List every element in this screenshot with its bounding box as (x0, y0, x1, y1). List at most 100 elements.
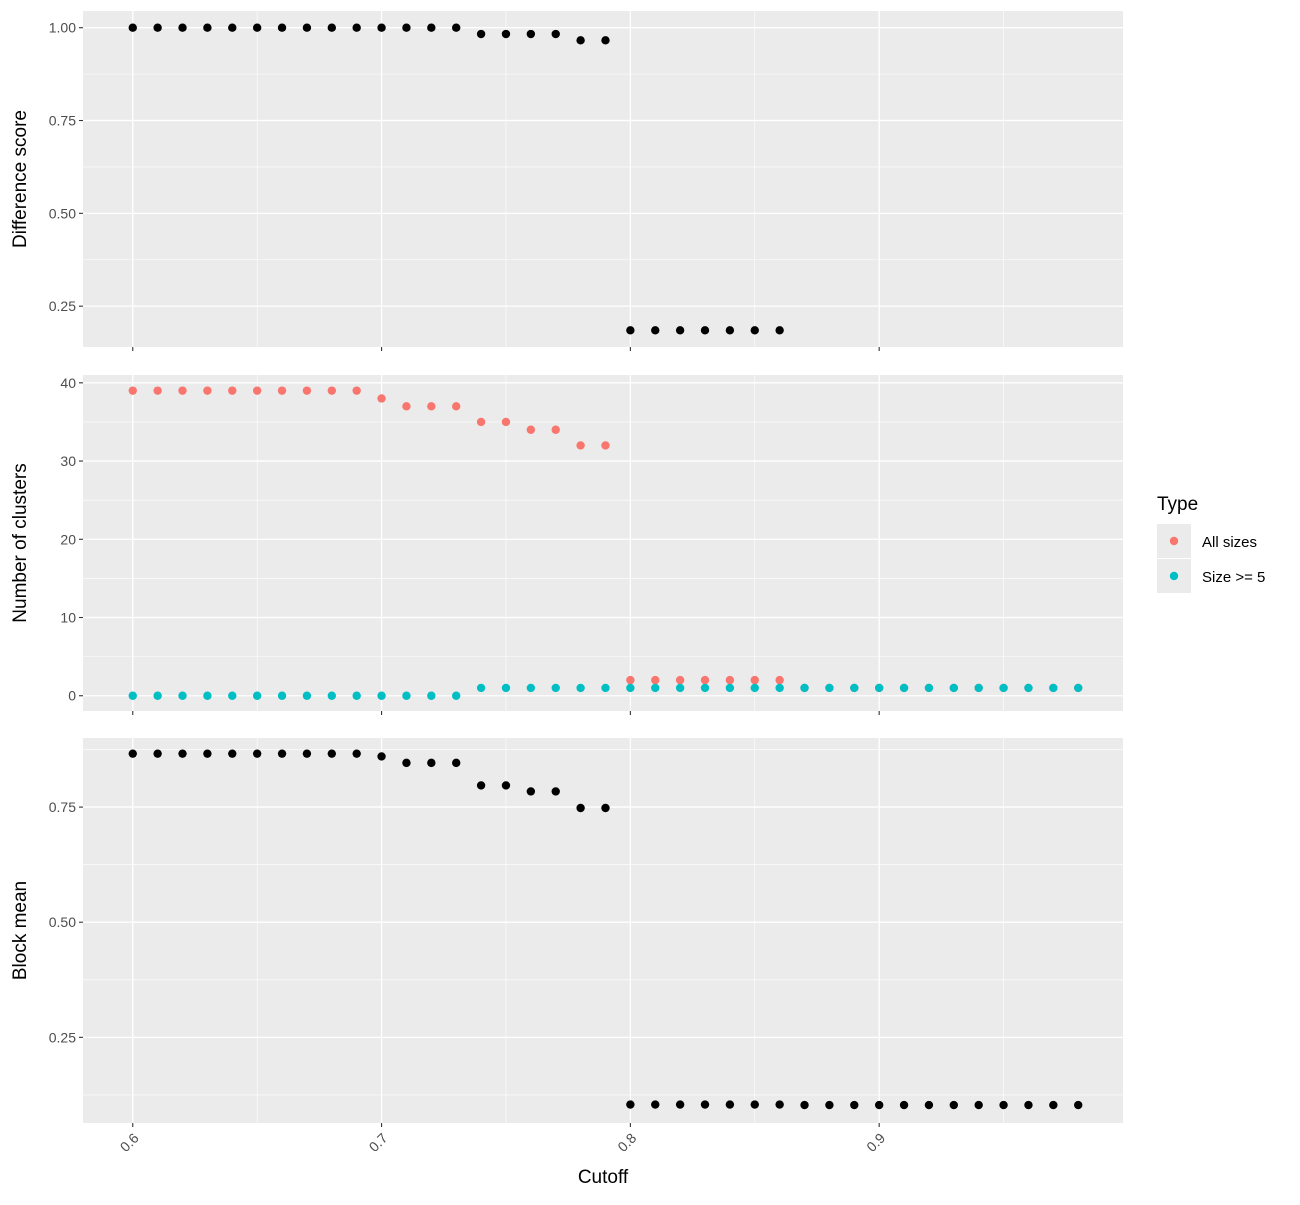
data-point (775, 683, 784, 693)
data-point (551, 29, 560, 39)
data-point (700, 683, 710, 693)
data-point (775, 1100, 784, 1109)
data-point (402, 402, 411, 411)
data-point (651, 326, 660, 335)
data-point (203, 749, 212, 758)
data-point (228, 386, 237, 395)
data-point (750, 683, 759, 693)
data-point (551, 787, 560, 796)
data-point (526, 29, 536, 39)
data-point (949, 1100, 959, 1110)
y-tick-label: 0 (68, 688, 76, 704)
panels-layer: 0.25 0.50 0.75 1.00 Difference score 0 10 20 30 4… (10, 11, 1123, 1155)
panel-background-block-mean (83, 738, 1123, 1123)
legend-key-all-sizes (1169, 536, 1179, 546)
data-point (153, 749, 162, 758)
data-point (452, 758, 461, 768)
series-number-of-clusters-1 (128, 683, 1083, 700)
data-point (476, 417, 486, 427)
data-point (725, 326, 735, 335)
data-point (1074, 683, 1083, 693)
data-point (974, 1100, 983, 1110)
data-point (526, 683, 536, 693)
data-point (675, 683, 685, 693)
data-point (377, 691, 386, 700)
data-point (327, 691, 337, 700)
data-point (626, 675, 635, 685)
data-point (252, 23, 262, 32)
data-point (1074, 1100, 1083, 1110)
data-point (178, 749, 187, 758)
data-point (601, 683, 610, 693)
data-point (626, 1100, 635, 1109)
data-point (700, 1100, 710, 1109)
y-tick-label: 0.75 (49, 799, 76, 815)
data-point (252, 691, 262, 700)
data-point (899, 683, 909, 693)
data-point (700, 326, 710, 335)
data-point (626, 683, 635, 693)
legend-title: Type (1157, 494, 1198, 515)
data-point (675, 326, 685, 335)
data-point (1049, 683, 1058, 693)
data-point (1049, 1100, 1058, 1110)
data-point (153, 691, 162, 700)
data-point (228, 23, 237, 32)
data-point (924, 1100, 934, 1110)
data-point (128, 386, 137, 395)
data-point (203, 386, 212, 395)
data-point (153, 386, 162, 395)
data-point (576, 36, 585, 45)
data-point (800, 1100, 809, 1110)
data-point (850, 683, 859, 693)
data-point (178, 691, 187, 700)
data-point (501, 29, 511, 39)
data-point (800, 683, 809, 693)
y-tick-label: 10 (60, 610, 76, 626)
data-point (377, 394, 386, 403)
data-point (228, 691, 237, 700)
legend-label-size-ge-5: Size >= 5 (1202, 569, 1265, 586)
data-point (128, 23, 137, 32)
y-tick-label: 30 (60, 453, 76, 469)
data-point (476, 683, 486, 693)
data-point (153, 23, 162, 32)
data-point (526, 425, 536, 434)
data-point (999, 683, 1008, 693)
data-point (750, 1100, 759, 1109)
data-point (302, 749, 312, 758)
y-tick-label: 1.00 (49, 20, 76, 36)
data-point (501, 781, 511, 790)
data-point (228, 749, 237, 758)
data-point (725, 675, 735, 685)
data-point (352, 691, 361, 700)
data-point (352, 386, 361, 395)
data-point (427, 402, 436, 411)
data-point (476, 781, 486, 790)
data-point (501, 683, 511, 693)
data-point (452, 23, 461, 32)
panel-block-mean: 0.25 0.50 0.75 0.6 0.7 0.8 0.9 Block mean (10, 738, 1123, 1155)
data-point (352, 23, 361, 32)
data-point (551, 425, 560, 434)
data-point (452, 402, 461, 411)
data-point (302, 23, 312, 32)
data-point (974, 683, 983, 693)
data-point (252, 749, 262, 758)
data-point (402, 691, 411, 700)
x-tick-label: 0.8 (614, 1130, 639, 1155)
data-point (750, 326, 759, 335)
data-point (526, 787, 536, 796)
y-tick-label: 0.25 (49, 1029, 76, 1045)
data-point (999, 1100, 1008, 1110)
y-tick-label: 0.50 (49, 205, 76, 221)
data-point (775, 675, 784, 685)
y-tick-label: 0.75 (49, 113, 76, 129)
data-point (327, 386, 337, 395)
x-tick-label: 0.7 (366, 1130, 391, 1155)
y-axis-title-difference-score: Difference score (10, 110, 31, 248)
data-point (825, 1100, 834, 1110)
data-point (402, 23, 411, 32)
data-point (924, 683, 934, 693)
